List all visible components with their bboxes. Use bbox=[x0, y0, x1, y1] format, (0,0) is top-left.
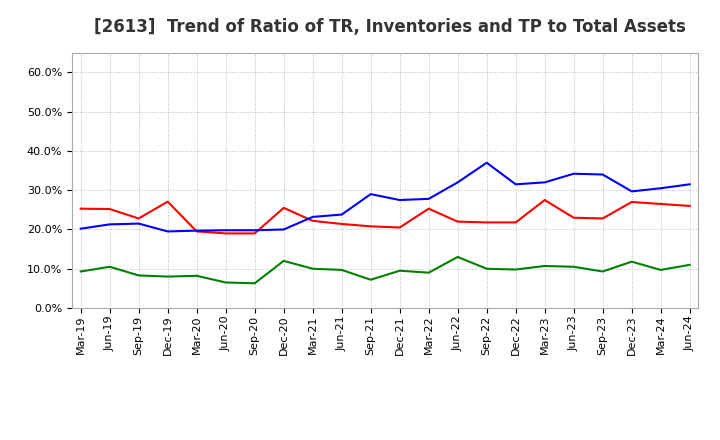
Trade Payables bbox=[135, 273, 143, 278]
Trade Receivables bbox=[338, 221, 346, 227]
Text: [2613]  Trend of Ratio of TR, Inventories and TP to Total Assets: [2613] Trend of Ratio of TR, Inventories… bbox=[94, 18, 685, 36]
Trade Payables bbox=[192, 273, 201, 279]
Trade Payables bbox=[279, 258, 288, 264]
Trade Receivables bbox=[105, 206, 114, 212]
Trade Receivables bbox=[221, 231, 230, 236]
Trade Receivables bbox=[657, 202, 665, 207]
Inventories bbox=[482, 160, 491, 165]
Trade Payables bbox=[338, 267, 346, 272]
Trade Receivables bbox=[279, 205, 288, 210]
Trade Receivables bbox=[395, 225, 404, 230]
Inventories bbox=[135, 221, 143, 226]
Trade Receivables bbox=[251, 231, 259, 236]
Trade Payables bbox=[570, 264, 578, 269]
Trade Payables bbox=[221, 280, 230, 285]
Trade Payables bbox=[627, 259, 636, 264]
Trade Payables bbox=[511, 267, 520, 272]
Trade Payables bbox=[395, 268, 404, 273]
Inventories bbox=[221, 227, 230, 233]
Inventories bbox=[424, 196, 433, 202]
Inventories bbox=[163, 229, 172, 234]
Trade Receivables bbox=[454, 219, 462, 224]
Trade Receivables bbox=[163, 199, 172, 204]
Trade Payables bbox=[482, 266, 491, 271]
Inventories bbox=[105, 222, 114, 227]
Inventories bbox=[627, 189, 636, 194]
Trade Payables bbox=[76, 269, 85, 274]
Inventories bbox=[657, 186, 665, 191]
Trade Receivables bbox=[541, 198, 549, 203]
Trade Receivables bbox=[76, 206, 85, 211]
Trade Payables bbox=[454, 254, 462, 260]
Trade Payables bbox=[598, 269, 607, 274]
Trade Receivables bbox=[570, 215, 578, 220]
Inventories bbox=[76, 226, 85, 231]
Inventories bbox=[192, 228, 201, 233]
Trade Payables bbox=[308, 266, 317, 271]
Trade Receivables bbox=[511, 220, 520, 225]
Inventories bbox=[338, 212, 346, 217]
Trade Payables bbox=[424, 270, 433, 275]
Inventories bbox=[366, 191, 375, 197]
Trade Payables bbox=[105, 264, 114, 269]
Inventories bbox=[511, 182, 520, 187]
Trade Payables bbox=[251, 281, 259, 286]
Trade Payables bbox=[657, 267, 665, 272]
Trade Receivables bbox=[598, 216, 607, 221]
Trade Receivables bbox=[308, 218, 317, 224]
Line: Trade Payables: Trade Payables bbox=[81, 257, 690, 283]
Inventories bbox=[251, 227, 259, 233]
Line: Inventories: Inventories bbox=[81, 163, 690, 231]
Trade Receivables bbox=[135, 216, 143, 221]
Trade Receivables bbox=[482, 220, 491, 225]
Inventories bbox=[279, 227, 288, 232]
Inventories bbox=[395, 198, 404, 203]
Trade Payables bbox=[366, 277, 375, 282]
Inventories bbox=[541, 180, 549, 185]
Trade Receivables bbox=[685, 203, 694, 209]
Inventories bbox=[598, 172, 607, 177]
Trade Receivables bbox=[627, 199, 636, 205]
Trade Payables bbox=[685, 262, 694, 268]
Inventories bbox=[308, 214, 317, 220]
Inventories bbox=[454, 180, 462, 185]
Inventories bbox=[685, 182, 694, 187]
Trade Receivables bbox=[424, 206, 433, 211]
Trade Receivables bbox=[366, 224, 375, 229]
Inventories bbox=[570, 171, 578, 176]
Trade Receivables bbox=[192, 229, 201, 234]
Trade Payables bbox=[541, 264, 549, 269]
Trade Payables bbox=[163, 274, 172, 279]
Line: Trade Receivables: Trade Receivables bbox=[81, 200, 690, 233]
